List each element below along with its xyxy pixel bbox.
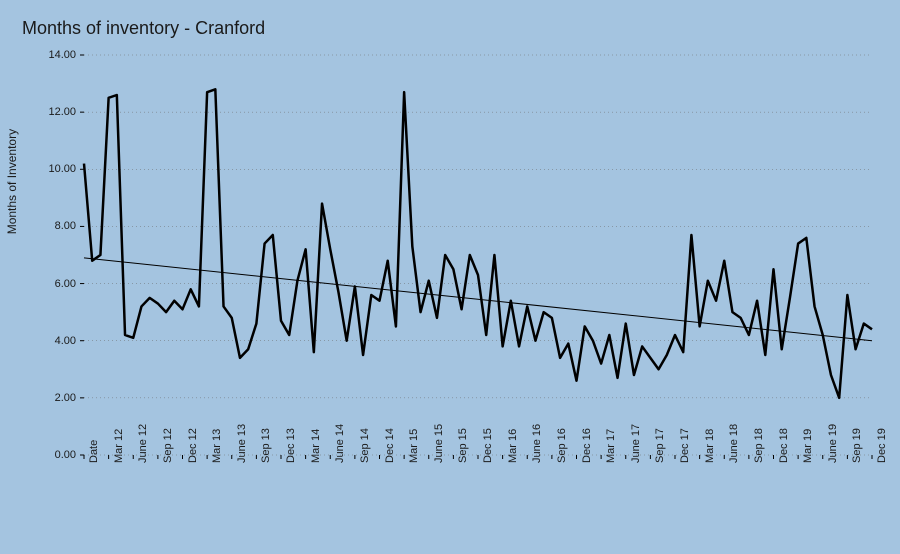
trendline	[84, 258, 872, 341]
axis-tick-marks	[80, 55, 872, 459]
y-tick-label: 2.00	[36, 392, 76, 404]
chart-svg	[84, 55, 872, 455]
chart-title: Months of inventory - Cranford	[22, 18, 265, 39]
y-tick-label: 14.00	[36, 49, 76, 61]
y-tick-label: 6.00	[36, 278, 76, 290]
x-tick-label: Dec 19	[876, 428, 888, 463]
y-tick-label: 0.00	[36, 449, 76, 461]
y-tick-label: 8.00	[36, 220, 76, 232]
data-line	[84, 89, 872, 398]
y-tick-label: 12.00	[36, 106, 76, 118]
y-tick-label: 4.00	[36, 335, 76, 347]
y-axis-label: Months of Inventory	[5, 129, 19, 234]
gridlines	[84, 55, 872, 455]
y-tick-label: 10.00	[36, 163, 76, 175]
plot-area	[84, 55, 872, 455]
chart-container: { "chart": { "type": "line", "title": "M…	[0, 0, 900, 554]
